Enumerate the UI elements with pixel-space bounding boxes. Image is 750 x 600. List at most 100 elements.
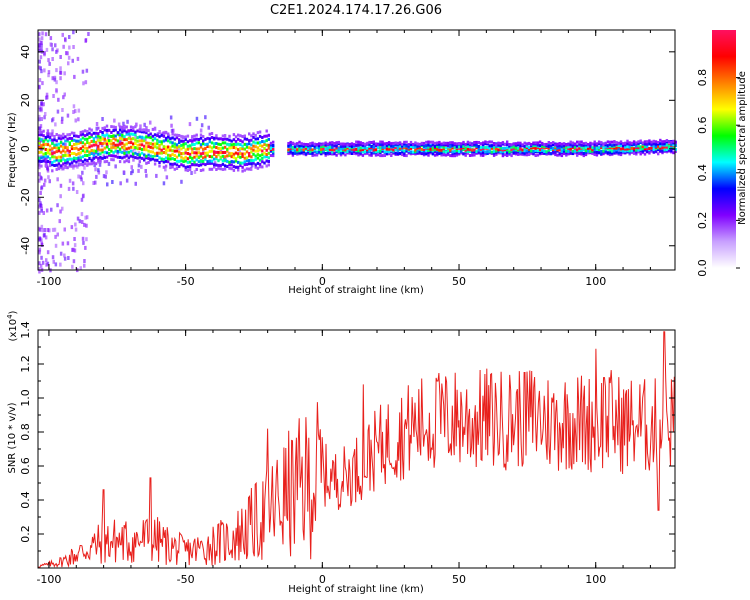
spectrogram-noise-cell bbox=[123, 149, 126, 154]
spectrogram-band-cell bbox=[125, 147, 128, 151]
spectrogram-band-cell bbox=[151, 134, 155, 138]
spectrogram-band-cell bbox=[188, 144, 192, 148]
spectrogram-noise-cell bbox=[59, 76, 62, 81]
spectrogram-band-cell bbox=[624, 143, 627, 147]
spectrogram-band-cell bbox=[51, 147, 54, 151]
spectrogram-band-cell bbox=[44, 142, 47, 146]
spectrogram-band-cell bbox=[532, 144, 535, 148]
spectrogram-noise-cell bbox=[80, 177, 83, 182]
spectrogram-band-cell bbox=[160, 148, 163, 152]
spectrogram-band-cell bbox=[576, 144, 579, 148]
spectrogram-band-cell bbox=[182, 135, 185, 139]
spectrogram-band-cell bbox=[250, 155, 253, 159]
spectrogram-band-cell bbox=[562, 152, 566, 156]
spectrogram-band-cell bbox=[147, 149, 150, 153]
spectrogram-band-cell bbox=[403, 153, 406, 157]
spectrogram-band-cell bbox=[304, 143, 308, 146]
spectrogram-band-cell bbox=[62, 157, 65, 161]
spectrogram-noise-cell bbox=[97, 170, 101, 175]
spectrogram-band-cell bbox=[83, 162, 87, 166]
spectrogram-band-cell bbox=[558, 146, 561, 150]
spectrogram-band-cell bbox=[565, 149, 568, 153]
spectrogram-band-cell bbox=[333, 152, 336, 156]
spectrogram-band-cell bbox=[659, 144, 662, 148]
snr-x-axis: -100 -50 0 50 100 bbox=[36, 330, 651, 586]
spectrogram-band-cell bbox=[619, 150, 623, 154]
spectrogram-band-cell bbox=[151, 157, 155, 161]
spectrogram-band-cell bbox=[48, 148, 52, 152]
spectrogram-band-cell bbox=[571, 149, 575, 153]
spectrogram-band-cell bbox=[188, 146, 192, 150]
spectrogram-band-cell bbox=[383, 154, 386, 157]
spectrogram-band-cell bbox=[173, 145, 176, 149]
spectrogram-band-cell bbox=[409, 146, 413, 150]
spectrogram-band-cell bbox=[64, 153, 67, 157]
spectrogram-band-cell bbox=[492, 142, 496, 145]
spectrogram-band-cell bbox=[158, 151, 161, 155]
spectrogram-band-cell bbox=[221, 154, 225, 158]
spectrogram-band-cell bbox=[339, 146, 343, 150]
spectrogram-band-cell bbox=[62, 167, 65, 171]
spectrogram-x-axis-title: Height of straight line (km) bbox=[288, 285, 424, 296]
spectrogram-band-cell bbox=[398, 141, 402, 145]
spectrogram-band-cell bbox=[523, 146, 526, 150]
spectrogram-band-cell bbox=[101, 133, 104, 136]
spectrogram-band-cell bbox=[453, 154, 456, 158]
spectrogram-band-cell bbox=[436, 151, 439, 155]
spectrogram-band-cell bbox=[42, 146, 45, 150]
spectrogram-band-cell bbox=[151, 150, 155, 154]
spectrogram-band-cell bbox=[339, 149, 343, 153]
spectrogram-band-cell bbox=[414, 145, 417, 149]
spectrogram-noise-cell bbox=[51, 227, 55, 232]
spectrogram-band-cell bbox=[86, 163, 89, 167]
spectrogram-band-cell bbox=[158, 140, 161, 144]
spectrogram-noise-cell bbox=[93, 163, 96, 168]
spectrogram-band-cell bbox=[108, 128, 111, 132]
spectrogram-band-cell bbox=[99, 135, 102, 139]
spectrogram-noise-cell bbox=[200, 123, 204, 128]
spectrogram-band-cell bbox=[118, 150, 122, 154]
spectrogram-band-cell bbox=[608, 140, 612, 144]
spectrogram-band-cell bbox=[110, 130, 113, 134]
spectrogram-band-cell bbox=[635, 152, 638, 156]
spectrogram-band-cell bbox=[370, 147, 373, 151]
spectrogram-band-cell bbox=[83, 150, 87, 154]
snr-y-multiplier: (x104) bbox=[6, 310, 19, 341]
colorbar-tick-label: 0.6 bbox=[696, 116, 709, 134]
spectrogram-noise-cell bbox=[72, 30, 75, 35]
spectrogram-band-cell bbox=[202, 135, 205, 139]
spectrogram-band-cell bbox=[57, 149, 61, 153]
spectrogram-band-cell bbox=[234, 146, 238, 150]
spectrogram-band-cell bbox=[289, 150, 292, 154]
spectrogram-noise-cell bbox=[43, 182, 46, 187]
spectrogram-band-cell bbox=[210, 159, 214, 163]
spectrogram-band-cell bbox=[482, 153, 485, 157]
spectrogram-band-cell bbox=[556, 146, 559, 150]
spectrogram-noise-cell bbox=[77, 162, 81, 167]
spectrogram-band-cell bbox=[370, 151, 373, 155]
spectrogram-band-cell bbox=[418, 146, 421, 150]
spectrogram-band-cell bbox=[433, 148, 437, 152]
spectrogram-band-cell bbox=[160, 133, 163, 137]
spectrogram-band-cell bbox=[162, 134, 166, 138]
spectrogram-band-cell bbox=[147, 133, 150, 137]
spectrogram-band-cell bbox=[584, 153, 588, 157]
spectrogram-band-cell bbox=[79, 138, 82, 142]
spectrogram-band-cell bbox=[293, 149, 297, 153]
spectrogram-band-cell bbox=[208, 137, 211, 141]
spectrogram-band-cell bbox=[160, 157, 163, 161]
spectrogram-band-cell bbox=[90, 134, 93, 138]
spectrogram-band-cell bbox=[368, 143, 371, 146]
spectrogram-band-cell bbox=[318, 142, 321, 146]
spectrogram-band-cell bbox=[449, 145, 452, 148]
spectrogram-noise-cell bbox=[137, 151, 141, 156]
spectrogram-band-cell bbox=[663, 140, 666, 144]
spectrogram-band-cell bbox=[138, 160, 141, 164]
spectrogram-noise-cell bbox=[164, 167, 167, 172]
spectrogram-band-cell bbox=[219, 151, 222, 155]
spectrogram-band-cell bbox=[569, 143, 572, 147]
spectrogram-noise-cell bbox=[94, 180, 97, 185]
spectrogram-band-cell bbox=[436, 147, 439, 151]
spectrogram-band-cell bbox=[624, 147, 627, 151]
